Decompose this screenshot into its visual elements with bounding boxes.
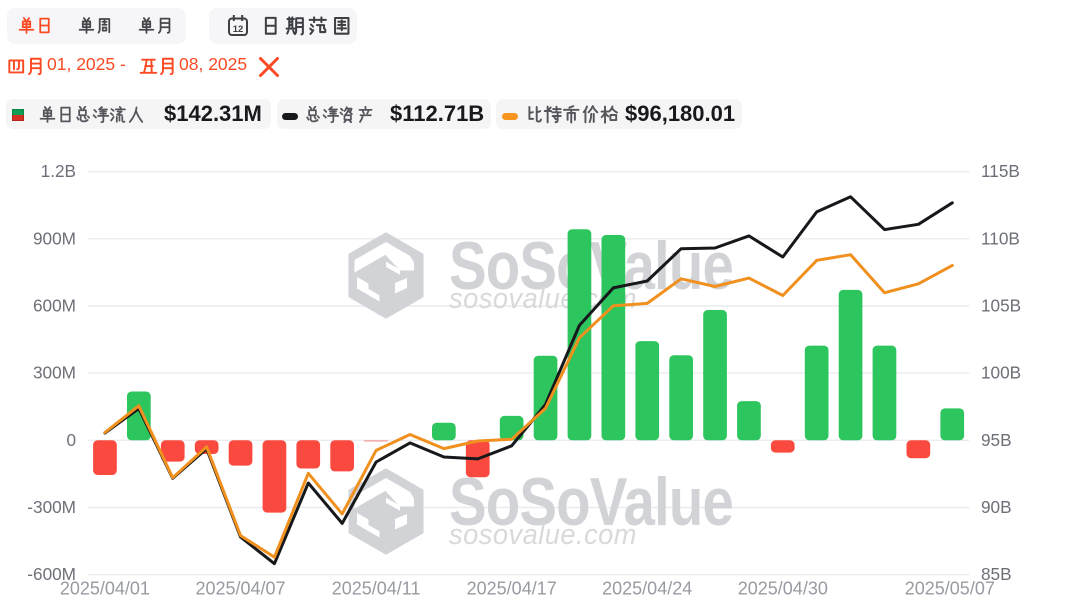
svg-text:0: 0 <box>66 430 76 450</box>
svg-text:12: 12 <box>233 24 244 35</box>
svg-text:100B: 100B <box>981 363 1021 383</box>
svg-text:95B: 95B <box>981 430 1012 450</box>
svg-text:300M: 300M <box>33 363 76 383</box>
svg-text:-300M: -300M <box>27 497 76 517</box>
svg-text:2025/04/07: 2025/04/07 <box>195 579 285 599</box>
svg-text:-600M: -600M <box>27 564 76 584</box>
svg-text:2025/04/30: 2025/04/30 <box>738 579 828 599</box>
svg-text:2025/04/01: 2025/04/01 <box>60 579 150 599</box>
svg-text:115B: 115B <box>981 161 1020 181</box>
svg-text:SoSoValue: SoSoValue <box>449 464 733 540</box>
svg-text:2025/04/11: 2025/04/11 <box>332 579 421 599</box>
svg-text:SoSoValue: SoSoValue <box>449 228 733 304</box>
svg-text:105B: 105B <box>981 296 1021 316</box>
svg-text:2025/04/17: 2025/04/17 <box>467 579 557 599</box>
svg-text:110B: 110B <box>981 228 1020 248</box>
svg-text:90B: 90B <box>981 497 1012 517</box>
svg-text:sosovalue.com: sosovalue.com <box>449 519 637 551</box>
svg-text:1.2B: 1.2B <box>41 161 76 181</box>
svg-text:900M: 900M <box>33 228 76 248</box>
svg-text:85B: 85B <box>981 564 1012 584</box>
svg-text:2025/05/07: 2025/05/07 <box>905 579 995 599</box>
svg-text:600M: 600M <box>33 296 76 316</box>
svg-text:2025/04/24: 2025/04/24 <box>602 579 692 599</box>
